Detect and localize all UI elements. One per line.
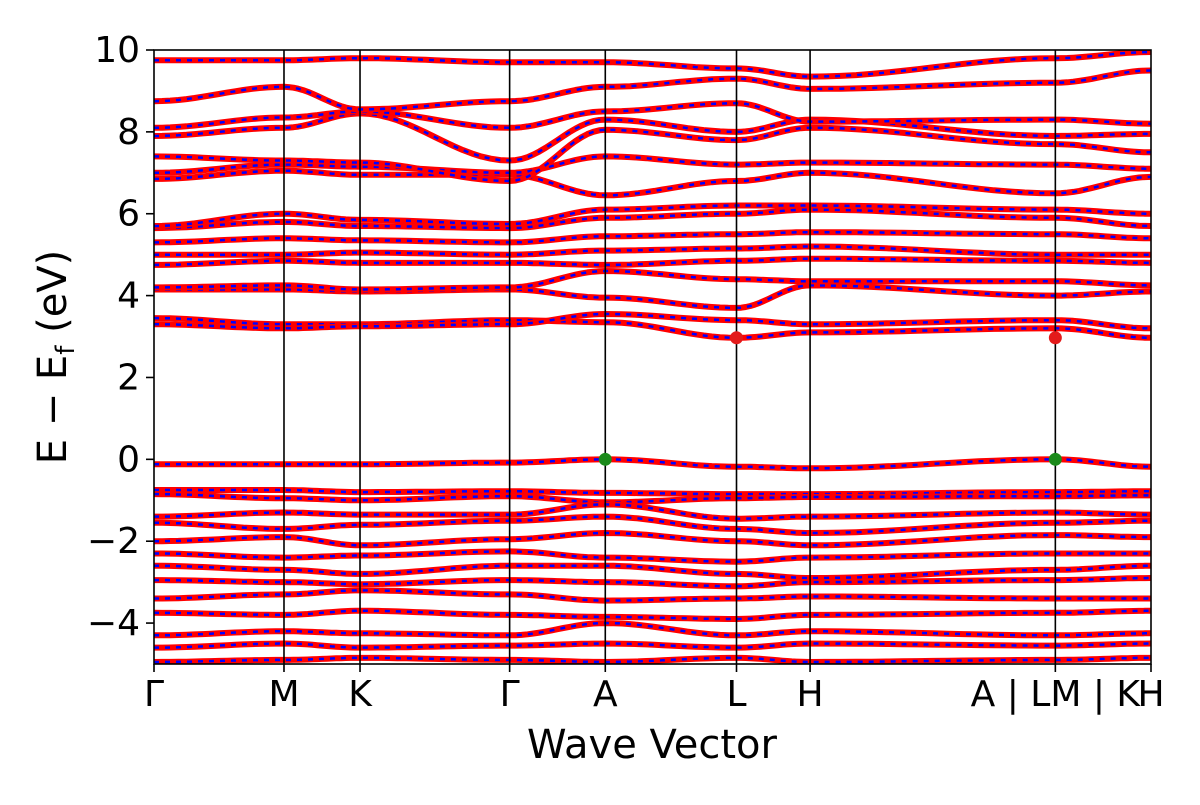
x-tick-label: K <box>348 674 373 715</box>
y-tick-label: 2 <box>117 357 140 398</box>
x-tick-label: H <box>1137 674 1164 715</box>
y-tick-label: −4 <box>87 603 140 644</box>
band-6 <box>154 548 1151 565</box>
band-23 <box>154 167 1151 199</box>
y-tick-label: −2 <box>87 521 140 562</box>
band-10 <box>154 607 1151 622</box>
x-tick-label: A <box>593 674 618 715</box>
band-28 <box>154 67 1151 113</box>
extrema-markers <box>598 331 1062 466</box>
band-29 <box>154 50 1151 80</box>
band-26-spin-down <box>154 112 1151 162</box>
band-5 <box>154 530 1151 549</box>
y-tick-label: 10 <box>94 30 140 71</box>
x-axis-title: Wave Vector <box>527 722 778 768</box>
band-8 <box>154 575 1151 590</box>
band-11 <box>154 620 1151 639</box>
band-23-spin-up <box>154 167 1151 199</box>
cbm-marker <box>1048 331 1062 345</box>
y-axis-title-main: E − E <box>30 355 76 465</box>
x-tick-label: A | LM | K <box>971 674 1142 715</box>
x-tick-label: L <box>726 674 746 715</box>
band-19 <box>154 243 1151 258</box>
y-axis-title: E − Ef (eV) <box>30 250 81 465</box>
cbm-marker <box>730 331 744 345</box>
band-28-spin-down <box>154 69 1151 111</box>
band-3 <box>154 501 1151 522</box>
y-axis-title-unit: (eV) <box>30 250 76 346</box>
band-3-spin-up <box>154 501 1151 522</box>
band-13 <box>154 654 1151 664</box>
x-tick-label: Γ <box>500 674 520 715</box>
band-0 <box>154 459 1151 471</box>
band-28-spin-up <box>154 67 1151 113</box>
band-20 <box>154 229 1151 246</box>
band-7 <box>154 562 1151 581</box>
x-tick-label: Γ <box>144 674 164 715</box>
x-tick-label: M <box>268 674 299 715</box>
y-tick-label: 6 <box>117 194 140 235</box>
x-tick-label: H <box>797 674 824 715</box>
y-axis-title-sub: f <box>51 345 81 355</box>
band-12 <box>154 640 1151 651</box>
vbm-marker <box>1048 452 1062 466</box>
band-9 <box>154 587 1151 604</box>
high-symmetry-lines <box>283 50 1057 664</box>
y-axis-ticks: −4 −2 0 2 4 6 8 10 <box>87 30 154 644</box>
y-tick-label: 4 <box>117 276 140 317</box>
band-4 <box>154 513 1151 536</box>
y-tick-label: 0 <box>117 439 140 480</box>
band-18 <box>154 255 1151 268</box>
band-25-spin-down <box>154 126 1151 183</box>
band-11-spin-up <box>154 620 1151 639</box>
band-29-spin-down <box>154 50 1151 78</box>
bands-layer <box>154 50 1151 664</box>
plot-frame <box>153 49 1152 665</box>
vbm-marker <box>598 452 612 466</box>
y-tick-label: 8 <box>117 112 140 153</box>
band-17 <box>154 268 1151 293</box>
